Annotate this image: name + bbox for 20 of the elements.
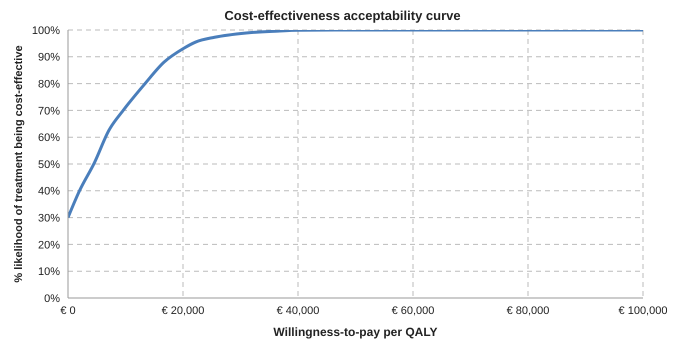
y-tick-label: 80% xyxy=(38,78,60,91)
x-tick-label: € 80,000 xyxy=(506,304,550,317)
y-tick-label: 0% xyxy=(44,292,60,305)
chart-title: Cost-effectiveness acceptability curve xyxy=(223,8,462,25)
x-tick-label: € 60,000 xyxy=(392,304,434,317)
y-tick-label: 20% xyxy=(38,239,60,252)
x-axis-title: Willingness-to-pay per QALY xyxy=(273,325,438,339)
x-tick-label: € 20,000 xyxy=(162,304,204,317)
y-tick-label: 70% xyxy=(38,105,60,118)
y-axis-title: % likelihood of treatment being cost-effective xyxy=(12,45,25,283)
y-tick-label: 40% xyxy=(38,186,60,198)
y-tick-label: 60% xyxy=(38,132,60,144)
x-tick-label: € 100,000 xyxy=(618,304,668,317)
x-tick-label: € 40,000 xyxy=(276,304,320,317)
y-tick-label: 100% xyxy=(32,24,60,37)
x-tick-label: € 0 xyxy=(60,304,76,317)
y-tick-label: 10% xyxy=(38,266,60,278)
y-tick-label: 90% xyxy=(38,52,60,64)
y-tick-label: 30% xyxy=(38,212,60,225)
y-tick-label: 50% xyxy=(38,158,60,171)
